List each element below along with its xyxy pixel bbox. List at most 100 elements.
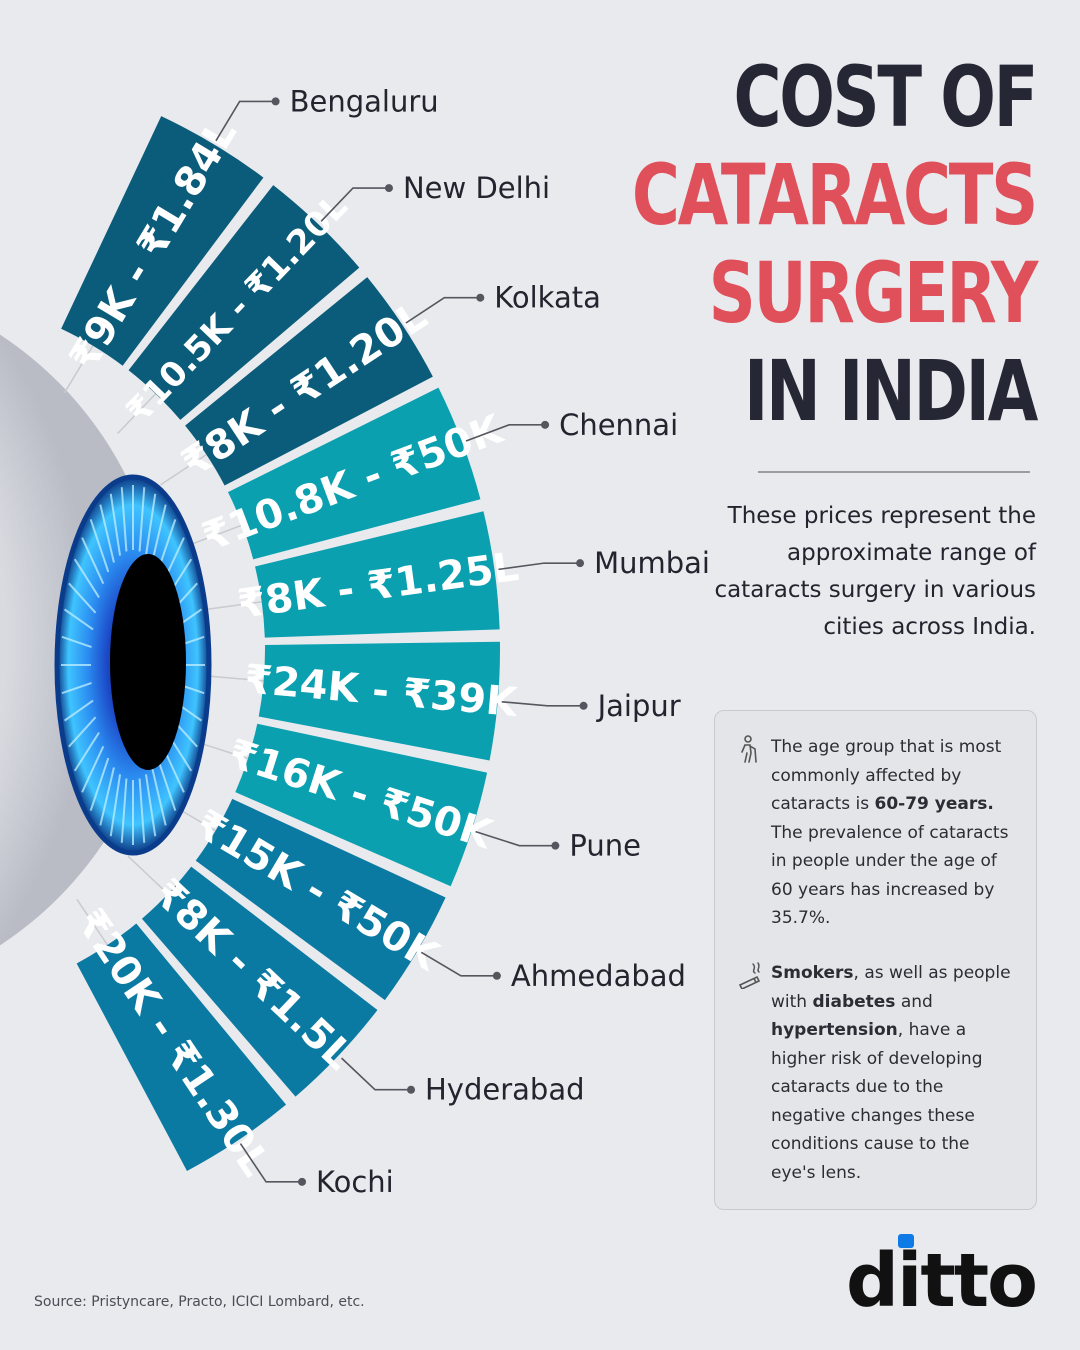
segment-mumbai <box>255 511 500 638</box>
segment-ahmedabad <box>195 798 446 1001</box>
fact-risk-text-2: and <box>895 991 933 1012</box>
connector-line <box>127 855 169 895</box>
fact-risk: Smokers, as well as people with diabetes… <box>771 959 1011 1187</box>
leader-dot <box>476 293 485 302</box>
iris-ray <box>156 757 177 811</box>
iris-ray <box>61 635 92 648</box>
connector-line <box>76 898 109 946</box>
leader-dot <box>492 971 501 980</box>
segment-kolkata <box>185 277 433 486</box>
fact-age-text-1: The age group that is most commonly affe… <box>771 737 1002 814</box>
title-divider <box>758 471 1030 473</box>
city-label-pune: Pune <box>569 829 641 863</box>
fact-age: The age group that is most commonly affe… <box>771 733 1011 933</box>
facts-box: The age group that is most commonly affe… <box>714 710 1037 1210</box>
segment-hyderabad <box>141 866 378 1097</box>
iris-ray <box>151 767 167 826</box>
iris-ray <box>151 504 167 563</box>
leader-line <box>465 424 546 442</box>
cigarette-icon <box>738 962 761 989</box>
fact-risk-smokers: Smokers <box>771 963 854 983</box>
fact-risk-diabetes: diabetes <box>812 991 896 1012</box>
iris-ray <box>81 745 105 793</box>
iris-ray <box>68 582 97 614</box>
fact-risk-text-3: , have a higher risk of developing catar… <box>771 1020 983 1183</box>
leader-dot <box>551 841 560 850</box>
eyeball-illustration <box>0 334 264 946</box>
leader-line <box>341 1057 412 1091</box>
leader-line <box>498 562 581 571</box>
elderly-person-icon <box>741 735 757 763</box>
iris-ray <box>89 757 110 811</box>
iris-ray <box>73 732 100 772</box>
leader-dot <box>298 1177 307 1186</box>
leader-dot <box>541 420 550 429</box>
iris-ray <box>63 608 94 631</box>
iris-ray <box>68 716 97 748</box>
iris-ray <box>109 493 122 556</box>
segment-jaipur <box>258 641 500 761</box>
iris-ray <box>63 699 94 722</box>
title-line-1: COST OF <box>733 48 1038 146</box>
title-line-3: SURGERY <box>708 244 1039 342</box>
city-label-jaipur: Jaipur <box>596 689 681 723</box>
city-label-ahmedabad: Ahmedabad <box>511 959 686 993</box>
leader-line <box>420 951 497 977</box>
segment-kochi <box>76 923 287 1171</box>
segment-bengaluru <box>61 116 264 366</box>
iris-ray <box>89 519 110 573</box>
leader-line <box>239 1143 303 1183</box>
connector-line <box>160 453 207 486</box>
source-note: Source: Pristyncare, Practo, ICICI Lomba… <box>34 1294 365 1310</box>
iris-ray <box>73 558 100 598</box>
city-label-kolkata: Kolkata <box>494 281 601 315</box>
leader-dot <box>384 184 393 193</box>
iris-ray <box>120 778 128 843</box>
leader-line <box>215 100 276 142</box>
city-label-kochi: Kochi <box>316 1165 394 1199</box>
city-label-chennai: Chennai <box>559 408 678 442</box>
city-label-bengaluru: Bengaluru <box>290 84 439 118</box>
ditto-logo: ditto <box>846 1234 1038 1322</box>
city-label-mumbai: Mumbai <box>594 546 710 580</box>
city-label-new-delhi: New Delhi <box>403 171 550 205</box>
leader-line <box>320 187 389 222</box>
iris-ray <box>109 774 122 837</box>
iris-ray <box>81 537 105 585</box>
leader-line <box>501 700 584 707</box>
leader-dot <box>579 701 588 710</box>
city-label-hyderabad: Hyderabad <box>425 1073 585 1107</box>
connector-line <box>207 601 262 611</box>
leader-dot <box>576 559 585 568</box>
iris-ray <box>61 682 92 695</box>
iris-ray <box>144 774 157 837</box>
connector-lines <box>63 345 264 946</box>
segment-pune <box>235 723 488 887</box>
logo-text: ditto <box>846 1238 1036 1322</box>
leader-dot <box>271 97 280 106</box>
iris-ray <box>144 493 157 556</box>
page-title: COST OF CATARACTS SURGERY IN INDIA <box>599 48 1039 440</box>
fact-risk-hypertension: hypertension <box>771 1020 898 1040</box>
fact-risk-text-1: , as well as people with <box>771 963 1011 1012</box>
connector-line <box>208 675 264 682</box>
fact-age-highlight: 60-79 years. <box>874 794 994 814</box>
title-line-4: IN INDIA <box>744 342 1038 440</box>
intro-text: These prices represent the approximate r… <box>714 503 1036 640</box>
connector-line <box>63 345 94 394</box>
pupil <box>110 554 186 770</box>
leader-line <box>475 830 556 847</box>
title-line-2: CATARACTS <box>631 146 1038 244</box>
iris-ray <box>99 504 115 563</box>
connector-line <box>190 524 243 546</box>
iris-ray <box>138 487 146 552</box>
logo-dot <box>898 1234 914 1248</box>
iris-ray <box>120 487 128 552</box>
leader-line <box>405 296 481 324</box>
iris-ray <box>99 767 115 826</box>
iris-ray <box>138 778 146 843</box>
fact-age-text-2: The prevalence of cataracts in people un… <box>771 822 1009 929</box>
segment-new-delhi <box>128 185 360 420</box>
connector-line <box>117 393 157 434</box>
